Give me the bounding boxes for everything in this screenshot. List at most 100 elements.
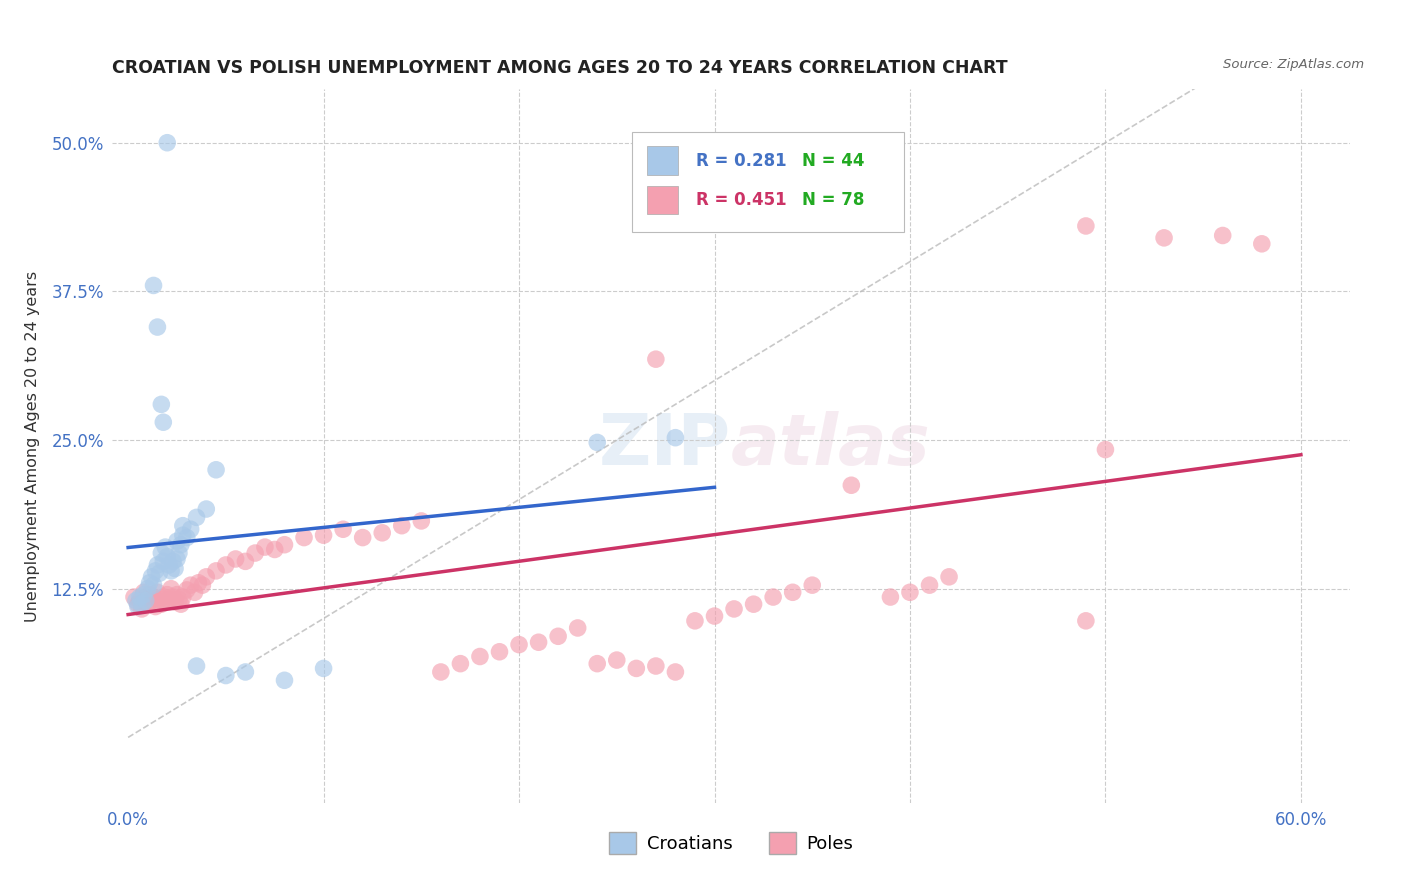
Point xyxy=(172,518,194,533)
Point xyxy=(371,525,394,540)
Point xyxy=(1212,228,1234,243)
Point xyxy=(626,661,648,675)
Point xyxy=(166,534,188,549)
Point xyxy=(146,585,169,599)
Point xyxy=(163,561,186,575)
Point xyxy=(135,593,157,607)
Point xyxy=(166,552,188,566)
Point xyxy=(235,554,257,568)
Point xyxy=(136,582,159,596)
Point xyxy=(163,595,186,609)
Point xyxy=(1250,236,1272,251)
Point xyxy=(136,597,159,611)
Point xyxy=(141,570,163,584)
Point xyxy=(801,578,824,592)
Point xyxy=(918,578,941,592)
Point xyxy=(527,635,550,649)
Point xyxy=(128,590,150,604)
Point xyxy=(156,549,179,564)
Point xyxy=(135,590,157,604)
Text: R = 0.451: R = 0.451 xyxy=(696,191,787,209)
Point xyxy=(152,554,174,568)
Point xyxy=(644,352,666,367)
Point xyxy=(132,588,155,602)
Point xyxy=(131,602,153,616)
Point xyxy=(187,575,209,590)
Point xyxy=(664,431,686,445)
Point xyxy=(312,528,335,542)
Point xyxy=(145,564,167,578)
Point xyxy=(567,621,589,635)
Point xyxy=(879,590,901,604)
Point xyxy=(122,590,145,604)
Point xyxy=(606,653,628,667)
Point xyxy=(162,590,184,604)
Point xyxy=(183,585,205,599)
Text: N = 78: N = 78 xyxy=(801,191,865,209)
Point xyxy=(166,588,188,602)
Point xyxy=(128,593,150,607)
Point xyxy=(176,582,198,597)
Text: ZIP: ZIP xyxy=(599,411,731,481)
Point xyxy=(723,602,745,616)
Point xyxy=(152,590,174,604)
Point xyxy=(191,578,214,592)
Point xyxy=(312,661,335,675)
Point xyxy=(186,510,208,524)
Point xyxy=(170,538,193,552)
Point xyxy=(215,668,238,682)
Point xyxy=(180,578,202,592)
Point xyxy=(172,590,194,604)
Point xyxy=(1094,442,1116,457)
Point xyxy=(150,397,173,411)
Point xyxy=(332,522,354,536)
Legend: Croatians, Poles: Croatians, Poles xyxy=(602,825,860,862)
Point xyxy=(162,554,184,568)
Point xyxy=(167,592,190,607)
Point xyxy=(142,590,165,604)
Point xyxy=(167,546,190,560)
Point xyxy=(508,638,530,652)
Point xyxy=(225,552,247,566)
Point xyxy=(235,665,257,679)
Point xyxy=(176,531,198,545)
Point xyxy=(644,659,666,673)
Point xyxy=(132,585,155,599)
Point xyxy=(1153,231,1175,245)
Point xyxy=(468,649,491,664)
Point xyxy=(547,629,569,643)
Point xyxy=(703,609,725,624)
Point xyxy=(243,546,266,560)
Point xyxy=(292,531,315,545)
Point xyxy=(215,558,238,572)
Point xyxy=(142,578,165,592)
Point xyxy=(160,582,183,596)
Point xyxy=(1074,614,1097,628)
Point xyxy=(145,599,167,614)
Point xyxy=(170,597,193,611)
Point xyxy=(664,665,686,679)
Point xyxy=(156,588,179,602)
Point xyxy=(172,528,194,542)
Point xyxy=(152,415,174,429)
Point xyxy=(898,585,921,599)
Point xyxy=(586,657,609,671)
Text: Source: ZipAtlas.com: Source: ZipAtlas.com xyxy=(1223,58,1364,71)
Point xyxy=(205,463,228,477)
Point xyxy=(138,588,160,602)
Point xyxy=(150,546,173,560)
Point xyxy=(488,645,510,659)
Point xyxy=(138,575,160,590)
Point xyxy=(742,597,765,611)
Point xyxy=(839,478,862,492)
Text: CROATIAN VS POLISH UNEMPLOYMENT AMONG AGES 20 TO 24 YEARS CORRELATION CHART: CROATIAN VS POLISH UNEMPLOYMENT AMONG AG… xyxy=(112,59,1008,77)
Point xyxy=(180,522,202,536)
Point xyxy=(127,599,149,614)
Point xyxy=(411,514,433,528)
Point xyxy=(148,566,170,581)
Point xyxy=(142,278,165,293)
Point xyxy=(352,531,374,545)
Text: R = 0.281: R = 0.281 xyxy=(696,152,787,169)
Point xyxy=(157,558,180,572)
Point xyxy=(156,136,179,150)
